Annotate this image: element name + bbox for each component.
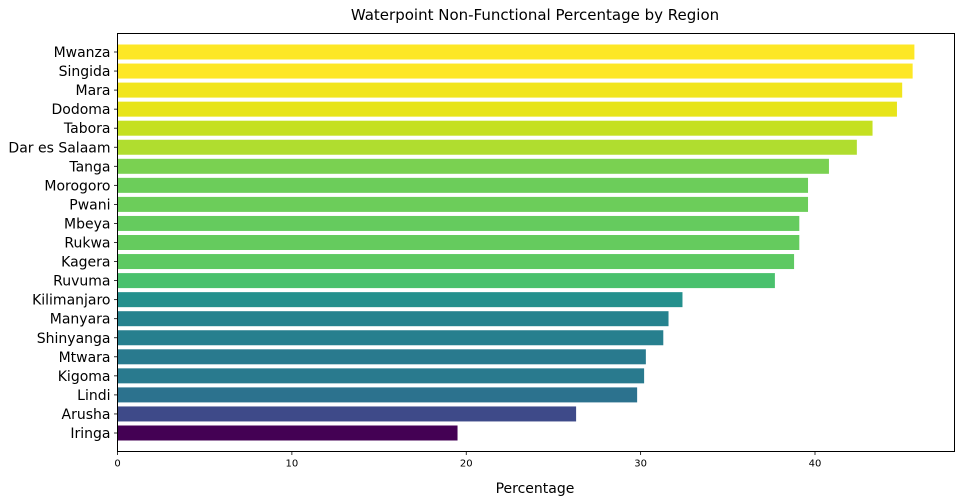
y-tick-label-mara: Mara bbox=[76, 83, 111, 99]
y-tick-label-kigoma: Kigoma bbox=[58, 369, 111, 385]
bar-mwanza bbox=[117, 44, 915, 60]
bar-lindi bbox=[117, 387, 638, 403]
y-tick-labels: Mwanza Singida Mara Dodoma Tabora Dar es Sala… bbox=[8, 45, 118, 442]
bar-arusha bbox=[117, 406, 577, 422]
bar-shinyanga bbox=[117, 330, 664, 346]
plot-frame bbox=[117, 33, 955, 452]
bars-group bbox=[117, 44, 915, 441]
y-tick-label-shinyanga: Shinyanga bbox=[37, 331, 111, 347]
y-tick-label-rukwa: Rukwa bbox=[64, 236, 110, 252]
y-tick-label-mwanza: Mwanza bbox=[54, 45, 111, 61]
x-axis: 0 10 20 30 40 bbox=[114, 451, 822, 470]
bar-singida bbox=[117, 63, 913, 79]
bar-kilimanjaro bbox=[117, 292, 683, 308]
x-tick-label: 30 bbox=[634, 459, 647, 470]
y-tick-label-singida: Singida bbox=[59, 64, 111, 80]
bar-kagera bbox=[117, 254, 795, 270]
y-tick-label-ruvuma: Ruvuma bbox=[53, 274, 110, 290]
bar-tabora bbox=[117, 120, 873, 136]
y-tick-label-mbeya: Mbeya bbox=[64, 216, 110, 232]
bar-dodoma bbox=[117, 101, 897, 117]
y-tick-label-arusha: Arusha bbox=[62, 407, 111, 423]
x-axis-label: Percentage bbox=[496, 481, 575, 497]
bar-rukwa bbox=[117, 235, 800, 250]
bar-manyara bbox=[117, 311, 669, 327]
bar-mtwara bbox=[117, 349, 646, 365]
y-tick-label-dar-es-salaam: Dar es Salaam bbox=[8, 140, 110, 156]
bar-iringa bbox=[117, 425, 458, 441]
y-tick-label-tabora: Tabora bbox=[63, 121, 111, 137]
y-tick-label-tanga: Tanga bbox=[68, 159, 110, 175]
bar-mbeya bbox=[117, 215, 800, 231]
y-tick-label-pwani: Pwani bbox=[69, 197, 110, 213]
bar-ruvuma bbox=[117, 273, 775, 289]
x-tick-label: 10 bbox=[286, 459, 299, 470]
bar-morogoro bbox=[117, 177, 809, 193]
y-tick-label-manyara: Manyara bbox=[50, 312, 111, 328]
y-tick-label-lindi: Lindi bbox=[77, 388, 110, 404]
y-tick-label-kilimanjaro: Kilimanjaro bbox=[32, 293, 110, 309]
bar-pwani bbox=[117, 196, 809, 212]
y-tick-label-dodoma: Dodoma bbox=[51, 102, 110, 118]
bar-kigoma bbox=[117, 368, 645, 384]
x-tick-label: 40 bbox=[809, 459, 822, 470]
x-tick-label: 0 bbox=[114, 459, 120, 470]
bar-tanga bbox=[117, 158, 829, 174]
x-tick-label: 20 bbox=[460, 459, 473, 470]
chart-title: Waterpoint Non-Functional Percentage by … bbox=[351, 6, 719, 24]
bar-dar-es-salaam bbox=[117, 139, 857, 155]
y-tick-label-kagera: Kagera bbox=[61, 255, 110, 271]
bar-mara bbox=[117, 82, 903, 98]
y-tick-label-morogoro: Morogoro bbox=[44, 178, 110, 194]
y-tick-label-mtwara: Mtwara bbox=[59, 350, 111, 366]
y-tick-label-iringa: Iringa bbox=[70, 426, 110, 442]
